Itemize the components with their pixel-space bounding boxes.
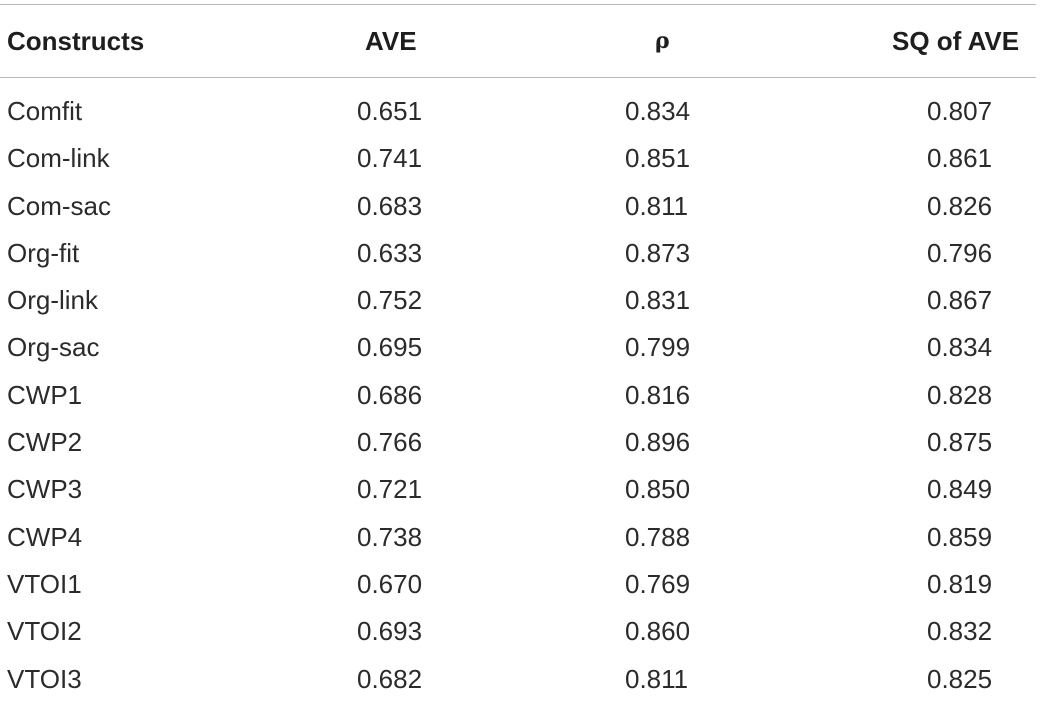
cell-sq-of-ave: 0.828 <box>927 379 993 410</box>
cell-construct: VTOI1 <box>7 568 82 599</box>
cell-ave: 0.738 <box>357 521 423 552</box>
cell-sq-of-ave: 0.834 <box>927 332 993 363</box>
cell-ave: 0.686 <box>357 379 423 410</box>
cell-sq-of-ave: 0.875 <box>927 427 993 458</box>
table-row: VTOI2 0.693 0.860 0.832 <box>0 608 1040 655</box>
cell-sq-of-ave: 0.849 <box>927 474 993 505</box>
cell-rho: 0.873 <box>625 237 691 268</box>
cell-construct: CWP4 <box>7 521 83 552</box>
cell-rho: 0.811 <box>625 663 689 694</box>
cell-ave: 0.633 <box>357 237 423 268</box>
table-row: Com-link 0.741 0.851 0.861 <box>0 135 1040 182</box>
cell-sq-of-ave: 0.826 <box>927 190 993 221</box>
cell-ave: 0.741 <box>357 143 423 174</box>
header-ave: AVE <box>365 26 417 56</box>
cell-sq-of-ave: 0.796 <box>927 237 993 268</box>
cell-rho: 0.860 <box>625 616 691 647</box>
cell-construct: Org-sac <box>7 332 100 363</box>
cell-ave: 0.693 <box>357 616 423 647</box>
table-row: Com-sac 0.683 0.811 0.826 <box>0 183 1040 230</box>
cell-sq-of-ave: 0.819 <box>927 568 993 599</box>
table-row: Org-fit 0.633 0.873 0.796 <box>0 230 1040 277</box>
cell-sq-of-ave: 0.867 <box>927 285 993 316</box>
cell-sq-of-ave: 0.861 <box>927 143 993 174</box>
cell-ave: 0.651 <box>357 96 423 126</box>
cell-ave: 0.670 <box>357 568 423 599</box>
cell-sq-of-ave: 0.859 <box>927 521 993 552</box>
header-constructs: Constructs <box>7 26 145 56</box>
cell-rho: 0.816 <box>625 379 691 410</box>
cell-rho: 0.811 <box>625 190 689 221</box>
cell-rho: 0.834 <box>625 96 691 126</box>
cell-ave: 0.683 <box>357 190 423 221</box>
table-body: Comfit 0.651 0.834 0.807 Com-link 0.741 … <box>0 88 1040 703</box>
cell-sq-of-ave: 0.832 <box>927 616 993 647</box>
table-top-rule <box>0 4 1036 5</box>
cell-rho: 0.851 <box>625 143 691 174</box>
cell-construct: Org-fit <box>7 237 80 268</box>
cell-construct: Com-sac <box>7 190 112 221</box>
cell-construct: Com-link <box>7 143 110 174</box>
cell-ave: 0.752 <box>357 285 423 316</box>
cell-rho: 0.850 <box>625 474 691 505</box>
cell-ave: 0.695 <box>357 332 423 363</box>
cell-rho: 0.831 <box>625 285 691 316</box>
table-row: CWP2 0.766 0.896 0.875 <box>0 419 1040 466</box>
table-row: CWP4 0.738 0.788 0.859 <box>0 514 1040 561</box>
table-row: VTOI3 0.682 0.811 0.825 <box>0 656 1040 703</box>
cell-ave: 0.682 <box>357 663 423 694</box>
header-rho: ρ <box>655 28 670 54</box>
cell-rho: 0.788 <box>625 521 691 552</box>
cell-construct: Org-link <box>7 285 99 316</box>
table-row: Comfit 0.651 0.834 0.807 <box>0 88 1040 135</box>
table-header-rule <box>0 77 1036 78</box>
table-row: Org-link 0.752 0.831 0.867 <box>0 277 1040 324</box>
cell-rho: 0.799 <box>625 332 691 363</box>
table-row: CWP1 0.686 0.816 0.828 <box>0 372 1040 419</box>
cell-construct: VTOI2 <box>7 616 82 647</box>
header-sq-of-ave: SQ of AVE <box>892 26 1020 56</box>
cell-rho: 0.896 <box>625 427 691 458</box>
cell-construct: CWP2 <box>7 427 83 458</box>
cell-construct: VTOI3 <box>7 663 82 694</box>
cell-rho: 0.769 <box>625 568 691 599</box>
cell-ave: 0.766 <box>357 427 423 458</box>
cell-construct: CWP3 <box>7 474 83 505</box>
table-header-row: Constructs AVE ρ SQ of AVE <box>0 5 1040 77</box>
cell-sq-of-ave: 0.807 <box>927 96 993 126</box>
table-row: Org-sac 0.695 0.799 0.834 <box>0 324 1040 371</box>
cell-construct: Comfit <box>7 96 83 126</box>
table-row: VTOI1 0.670 0.769 0.819 <box>0 561 1040 608</box>
table-row: CWP3 0.721 0.850 0.849 <box>0 466 1040 513</box>
cell-ave: 0.721 <box>357 474 423 505</box>
cell-sq-of-ave: 0.825 <box>927 663 993 694</box>
cell-construct: CWP1 <box>7 379 83 410</box>
